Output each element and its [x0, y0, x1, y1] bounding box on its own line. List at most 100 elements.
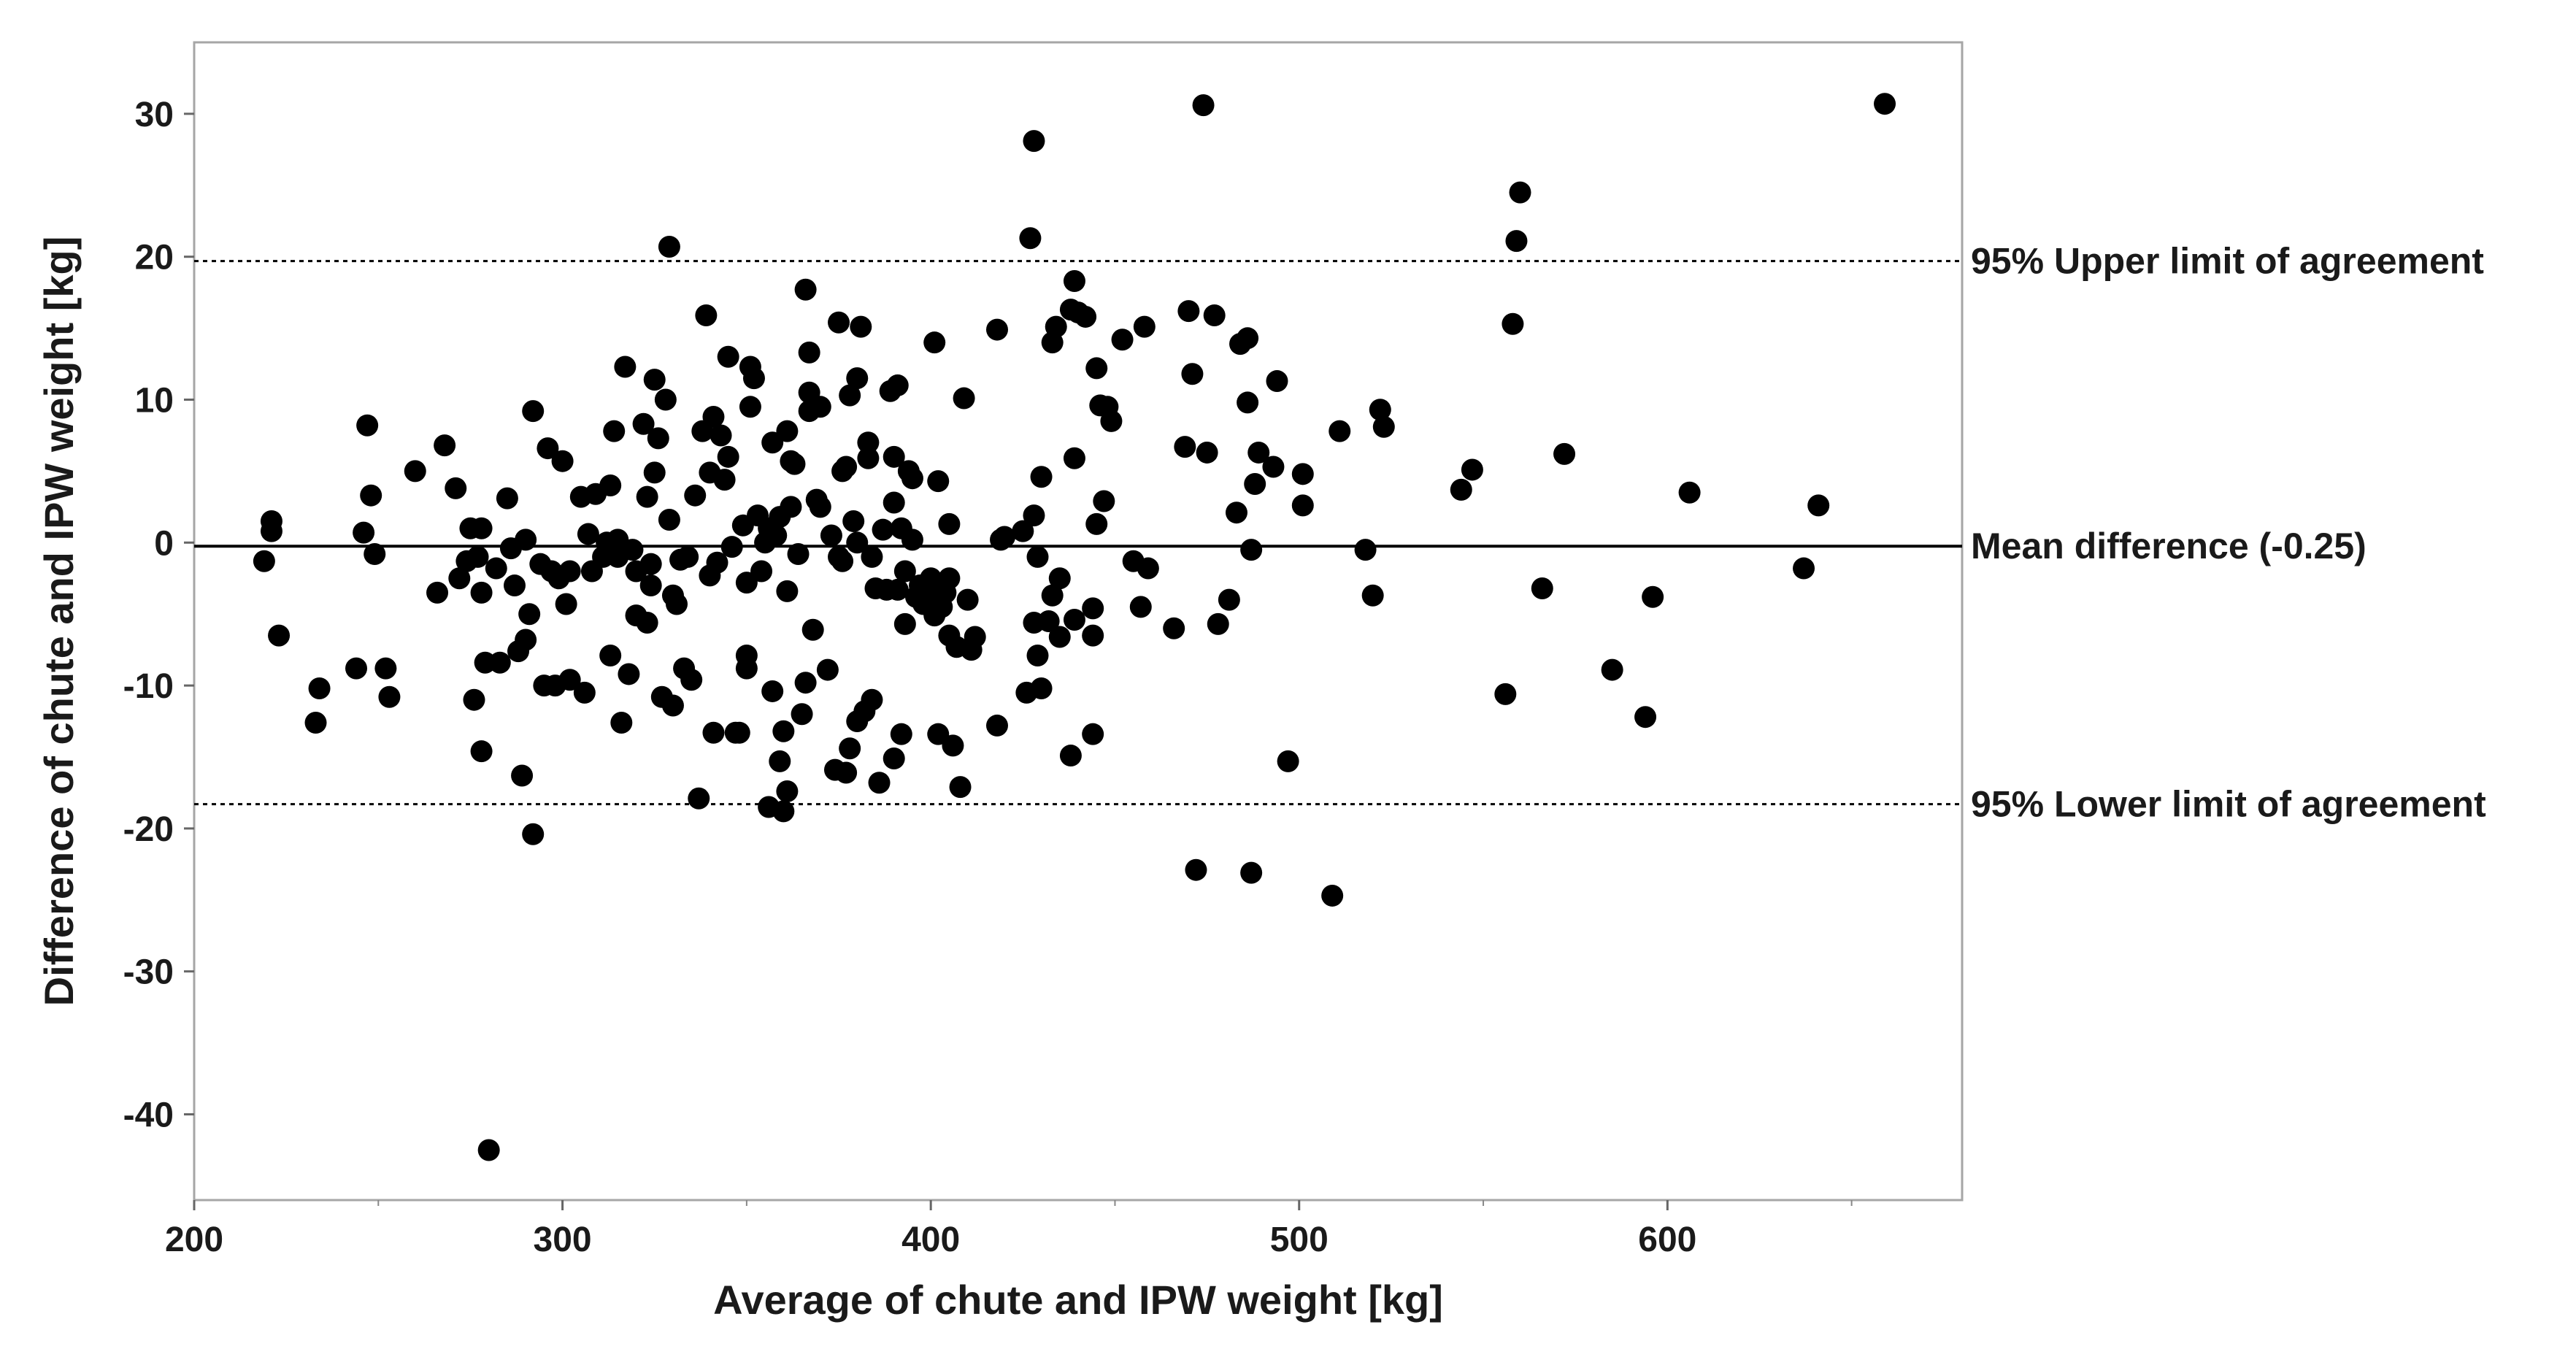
scatter-point — [776, 780, 799, 803]
scatter-point — [404, 460, 426, 483]
scatter-point — [883, 491, 905, 514]
scatter-point — [643, 369, 666, 391]
scatter-point — [558, 560, 581, 583]
scatter-point — [839, 384, 861, 407]
scatter-point — [772, 720, 795, 742]
y-tick-label: 30 — [135, 96, 174, 134]
scatter-point — [621, 539, 644, 561]
scatter-point — [938, 567, 961, 590]
scatter-point — [702, 406, 725, 428]
scatter-point — [1082, 624, 1104, 647]
scatter-point — [470, 517, 493, 539]
scatter-point — [1019, 227, 1042, 250]
scatter-point — [1012, 520, 1034, 542]
scatter-point — [850, 315, 872, 338]
scatter-point — [927, 470, 950, 493]
scatter-point — [816, 658, 839, 681]
plot-frame — [193, 41, 1964, 1202]
scatter-point — [515, 529, 537, 551]
scatter-point — [463, 688, 485, 711]
scatter-point — [618, 663, 640, 685]
scatter-point — [374, 657, 397, 680]
scatter-point — [603, 420, 626, 442]
scatter-point — [1372, 415, 1395, 438]
scatter-point — [927, 723, 950, 745]
reference-labels: 95% Upper limit of agreement Mean differe… — [1971, 241, 2486, 825]
scatter-point — [1082, 597, 1104, 620]
y-axis: 30 20 10 0 -10 -20 -30 -40 — [123, 96, 194, 1135]
scatter-point — [684, 484, 707, 507]
scatter-point — [883, 445, 905, 468]
x-axis: 200 300 400 500 600 — [165, 1200, 1853, 1259]
scatter-point — [522, 400, 545, 423]
scatter-point — [1059, 745, 1082, 767]
scatter-point — [923, 331, 946, 354]
scatter-point — [378, 685, 401, 708]
scatter-point — [1502, 312, 1524, 335]
scatter-point — [253, 550, 275, 572]
y-tick-label: -10 — [123, 667, 174, 706]
scatter-point — [515, 629, 537, 651]
scatter-point — [680, 669, 703, 691]
scatter-point — [901, 467, 923, 490]
scatter-point — [1030, 677, 1053, 700]
scatter-point — [470, 581, 493, 604]
scatter-point — [345, 657, 368, 680]
scatter-point — [1240, 861, 1263, 884]
scatter-point — [639, 574, 662, 597]
y-tick-label: 20 — [135, 239, 174, 277]
scatter-point — [1450, 478, 1472, 501]
scatter-point — [938, 512, 961, 535]
scatter-point — [728, 721, 750, 744]
scatter-point — [702, 721, 725, 744]
scatter-point — [518, 603, 541, 626]
scatter-point — [735, 657, 758, 680]
y-tick-label: -40 — [123, 1096, 174, 1135]
scatter-point — [835, 761, 858, 784]
x-tick-label: 400 — [901, 1221, 960, 1259]
scatter-point — [1354, 539, 1377, 561]
x-tick-label: 300 — [534, 1221, 592, 1259]
scatter-point — [717, 445, 739, 468]
scatter-point — [1601, 658, 1623, 681]
scatter-point — [842, 510, 865, 532]
scatter-point — [1093, 490, 1115, 512]
scatter-point — [1874, 93, 1896, 115]
scatter-point — [658, 235, 680, 258]
scatter-point — [614, 355, 637, 378]
scatter-point — [1192, 94, 1215, 117]
scatter-point — [1247, 441, 1270, 464]
scatter-point — [1634, 706, 1657, 729]
scatter-point — [445, 477, 467, 499]
scatter-point — [901, 529, 923, 551]
scatter-point — [360, 484, 382, 507]
scatter-point — [688, 787, 710, 810]
scatter-point — [776, 420, 799, 442]
scatter-point — [1133, 315, 1156, 338]
reference-line-label: Mean difference (-0.25) — [1971, 526, 2367, 566]
scatter-point — [772, 800, 795, 823]
scatter-point — [1361, 584, 1384, 607]
scatter-point — [1203, 304, 1226, 326]
scatter-point — [477, 1139, 500, 1161]
scatter-point — [1048, 626, 1071, 648]
scatter-point — [1678, 481, 1701, 504]
scatter-point — [761, 431, 784, 454]
scatter-point — [787, 542, 810, 565]
scatter-point — [1531, 577, 1553, 599]
scatter-point — [886, 374, 909, 396]
scatter-point — [448, 567, 471, 590]
scatter-point — [794, 278, 817, 301]
scatter-point — [1185, 858, 1207, 881]
scatter-point — [964, 626, 986, 648]
scatter-point — [1045, 315, 1067, 338]
scatter-point — [1244, 473, 1266, 496]
scatter-point — [1291, 494, 1314, 517]
scatter-point — [1030, 466, 1053, 488]
scatter-point — [893, 560, 916, 583]
scatter-point — [735, 572, 758, 594]
scatter-point — [780, 496, 802, 518]
scatter-point — [846, 531, 869, 554]
scatter-point — [1085, 512, 1108, 535]
scatter-point — [953, 387, 975, 410]
